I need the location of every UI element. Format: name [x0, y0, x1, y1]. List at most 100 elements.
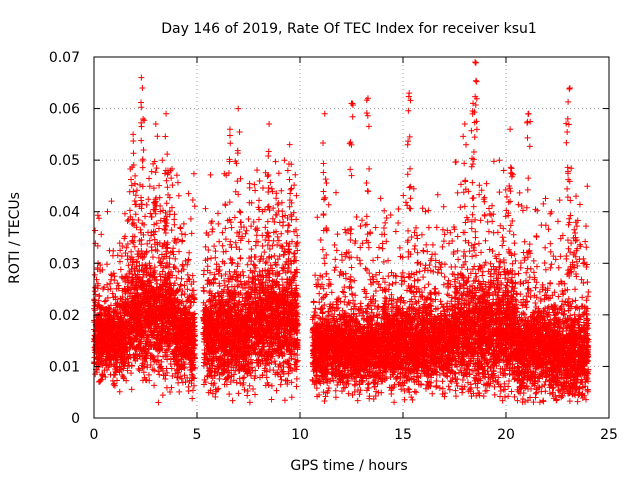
- data-point: [155, 254, 162, 261]
- data-point: [251, 181, 258, 188]
- data-point: [142, 213, 149, 220]
- data-point: [266, 367, 273, 374]
- data-point: [278, 376, 285, 383]
- data-point: [178, 291, 185, 298]
- data-point: [254, 167, 261, 174]
- data-point: [219, 229, 226, 236]
- data-point: [156, 371, 163, 378]
- data-point: [124, 240, 131, 247]
- data-point: [229, 397, 236, 404]
- data-point: [207, 171, 214, 178]
- data-point: [118, 253, 125, 260]
- data-point: [178, 275, 185, 282]
- data-point: [171, 216, 178, 223]
- data-point: [219, 242, 226, 249]
- data-point: [277, 381, 284, 388]
- data-point: [189, 395, 196, 402]
- data-point: [248, 246, 255, 253]
- data-point: [281, 157, 288, 164]
- data-point: [216, 280, 223, 287]
- data-point: [274, 233, 281, 240]
- data-point: [176, 248, 183, 255]
- data-point: [163, 384, 170, 391]
- data-point: [246, 184, 253, 191]
- data-point: [175, 192, 182, 199]
- data-point: [148, 247, 155, 254]
- data-point: [212, 254, 219, 261]
- data-point: [108, 198, 115, 205]
- data-point: [185, 388, 192, 395]
- data-point: [235, 390, 242, 397]
- data-point: [96, 292, 103, 299]
- chart-title: Day 146 of 2019, Rate Of TEC Index for r…: [161, 21, 537, 37]
- data-point: [276, 360, 283, 367]
- data-point: [273, 387, 280, 394]
- data-point: [252, 391, 259, 398]
- data-point: [177, 224, 184, 231]
- data-point: [255, 216, 262, 223]
- data-point: [153, 165, 160, 172]
- data-point: [101, 298, 108, 305]
- data-point: [123, 244, 130, 251]
- data-point: [205, 247, 212, 254]
- data-point: [176, 388, 183, 395]
- data-point: [177, 281, 184, 288]
- data-point: [372, 224, 379, 231]
- data-point: [132, 172, 139, 179]
- data-point: [187, 215, 194, 222]
- data-point: [291, 182, 298, 189]
- data-point: [149, 254, 156, 261]
- data-point: [116, 388, 123, 395]
- data-point: [269, 215, 276, 222]
- data-point: [280, 219, 287, 226]
- data-point: [156, 182, 163, 189]
- data-point: [98, 231, 105, 238]
- data-point: [294, 232, 301, 239]
- data-point: [109, 290, 116, 297]
- data-point: [104, 261, 111, 268]
- data-point: [114, 377, 121, 384]
- data-point: [146, 175, 153, 182]
- data-point: [268, 382, 275, 389]
- data-point: [281, 397, 288, 404]
- data-point: [242, 230, 249, 237]
- data-point: [216, 238, 223, 245]
- data-point: [185, 190, 192, 197]
- data-point: [250, 386, 257, 393]
- data-point: [259, 232, 266, 239]
- data-point: [151, 382, 158, 389]
- data-point: [279, 213, 286, 220]
- data-point: [159, 157, 166, 164]
- data-point: [92, 371, 99, 378]
- data-point: [135, 365, 142, 372]
- data-point: [245, 215, 252, 222]
- data-point: [106, 280, 113, 287]
- data-point: [293, 192, 300, 199]
- data-point: [211, 275, 218, 282]
- data-point: [104, 208, 111, 215]
- data-point: [117, 266, 124, 273]
- data-point: [206, 297, 213, 304]
- data-point: [256, 197, 263, 204]
- data-point: [109, 252, 116, 259]
- data-point: [95, 215, 102, 222]
- data-point: [262, 236, 269, 243]
- data-point: [237, 380, 244, 387]
- data-point: [128, 248, 135, 255]
- data-point: [256, 178, 263, 184]
- data-point: [262, 382, 269, 389]
- data-point: [212, 248, 219, 255]
- data-point: [107, 371, 114, 378]
- data-point: [148, 168, 155, 175]
- data-point: [145, 371, 152, 378]
- data-point: [171, 263, 178, 270]
- data-point: [268, 396, 275, 403]
- data-point: [278, 230, 285, 237]
- data-point: [214, 210, 221, 217]
- data-points: [91, 59, 592, 406]
- data-point: [271, 358, 278, 365]
- data-point: [178, 230, 185, 237]
- data-point: [284, 167, 291, 174]
